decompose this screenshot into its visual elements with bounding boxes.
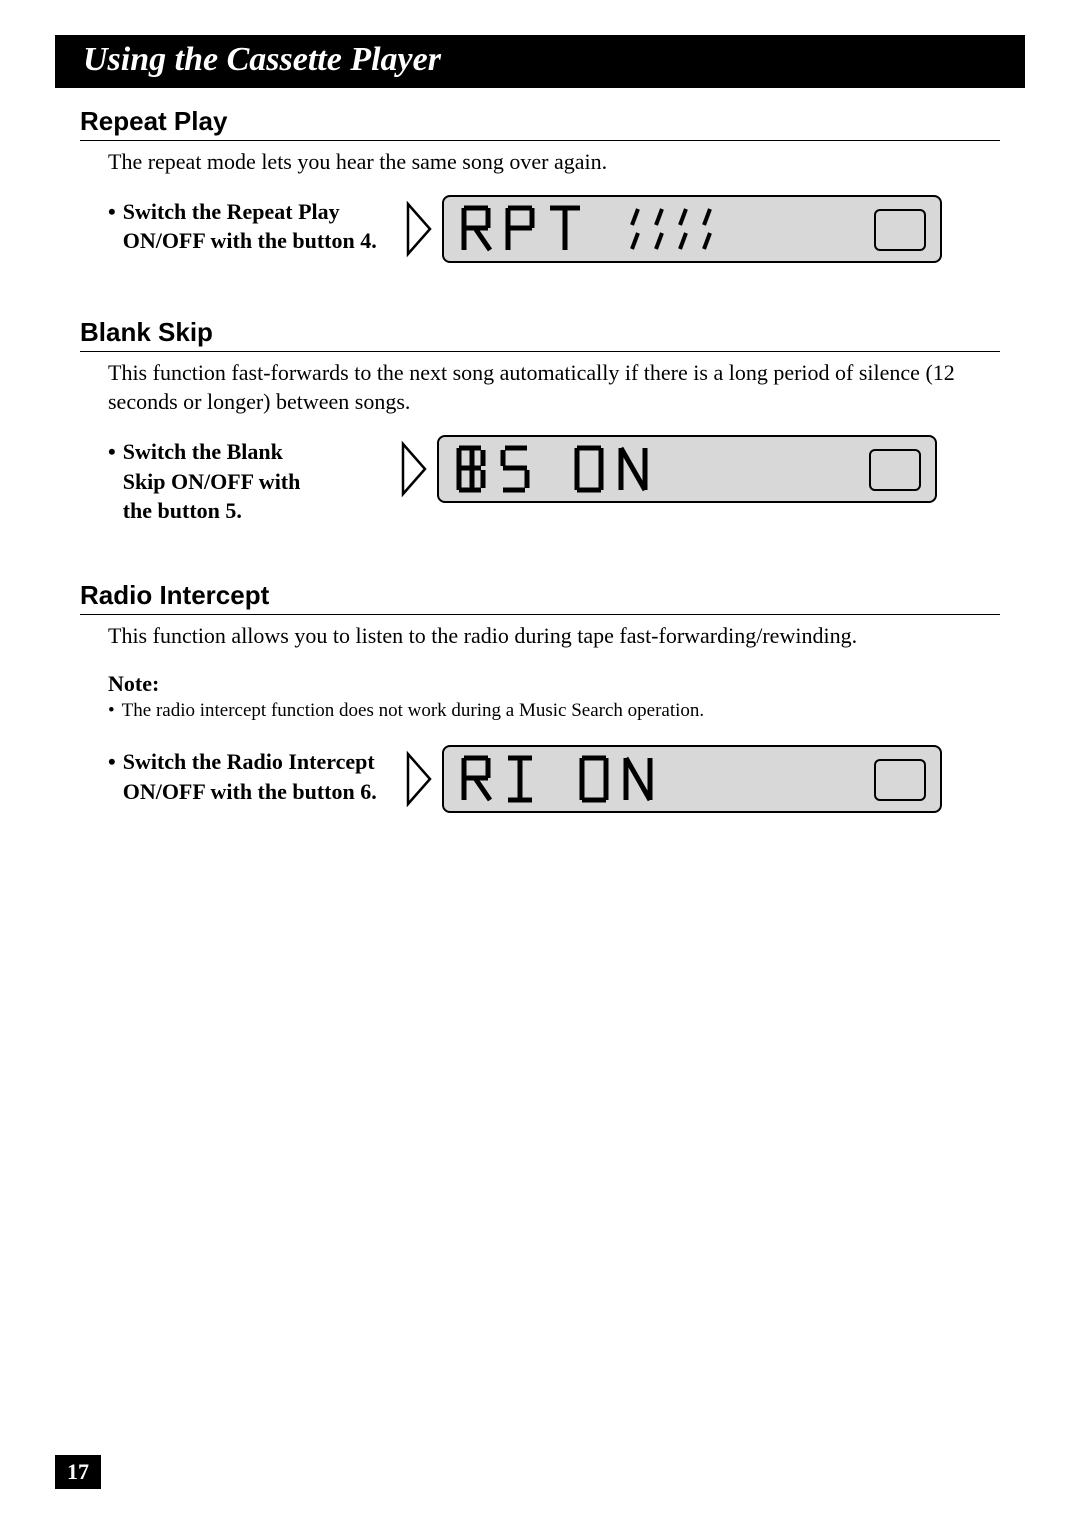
lcd-display-bs	[437, 435, 937, 503]
instruction-text: Switch the Blank Skip ON/OFF with the bu…	[123, 437, 323, 526]
seg-T	[546, 203, 584, 255]
note-label: Note:	[108, 671, 1000, 697]
seg-P	[502, 203, 540, 255]
body-repeat-play: The repeat mode lets you hear the same s…	[80, 147, 1000, 177]
play-arrow-icon	[404, 750, 434, 808]
heading-blank-skip: Blank Skip	[80, 317, 1000, 352]
instruction-row-radio: • Switch the Radio Intercept ON/OFF with…	[80, 747, 1000, 813]
seg-O	[576, 753, 614, 805]
seg-B	[453, 443, 491, 495]
note-block: Note: • The radio intercept function doe…	[80, 671, 1000, 724]
page-title-bar: Using the Cassette Player	[55, 35, 1025, 88]
page-title: Using the Cassette Player	[83, 41, 441, 78]
page-number: 17	[55, 1455, 101, 1489]
lcd-group-bs	[399, 435, 937, 503]
body-blank-skip: This function fast-forwards to the next …	[80, 358, 1000, 417]
heading-radio-intercept: Radio Intercept	[80, 580, 1000, 615]
instruction-blank: • Switch the Blank Skip ON/OFF with the …	[108, 437, 323, 526]
instruction-text: Switch the Repeat Play ON/OFF with the b…	[123, 197, 388, 256]
seg-I	[502, 753, 540, 805]
lcd-group-rpt	[404, 195, 942, 263]
seg-tick	[650, 203, 668, 255]
instruction-radio: • Switch the Radio Intercept ON/OFF with…	[108, 747, 388, 806]
section-blank-skip: Blank Skip This function fast-forwards t…	[80, 317, 1000, 526]
seg-N	[620, 753, 658, 805]
seg-tick	[626, 203, 644, 255]
bullet-icon: •	[108, 747, 123, 806]
cassette-icon	[874, 209, 926, 251]
lcd-display-rpt	[442, 195, 942, 263]
note-text: The radio intercept function does not wo…	[122, 698, 705, 724]
seg-tick	[698, 203, 716, 255]
lcd-group-ri	[404, 745, 942, 813]
section-repeat-play: Repeat Play The repeat mode lets you hea…	[80, 106, 1000, 263]
cassette-icon	[874, 759, 926, 801]
instruction-row-blank: • Switch the Blank Skip ON/OFF with the …	[80, 437, 1000, 526]
bullet-icon: •	[108, 197, 123, 256]
seg-R	[458, 753, 496, 805]
lcd-display-ri	[442, 745, 942, 813]
bullet-icon: •	[108, 698, 122, 724]
instruction-text: Switch the Radio Intercept ON/OFF with t…	[123, 747, 388, 806]
seg-tick	[674, 203, 692, 255]
bullet-icon: •	[108, 437, 123, 526]
page-content: Repeat Play The repeat mode lets you hea…	[55, 106, 1025, 813]
play-arrow-icon	[399, 440, 429, 498]
seg-N	[615, 443, 653, 495]
seg-R	[458, 203, 496, 255]
heading-repeat-play: Repeat Play	[80, 106, 1000, 141]
body-radio-intercept: This function allows you to listen to th…	[80, 621, 1000, 651]
cassette-icon	[869, 449, 921, 491]
seg-S	[497, 443, 535, 495]
instruction-row-repeat: • Switch the Repeat Play ON/OFF with the…	[80, 197, 1000, 263]
seg-O	[571, 443, 609, 495]
instruction-repeat: • Switch the Repeat Play ON/OFF with the…	[108, 197, 388, 256]
section-radio-intercept: Radio Intercept This function allows you…	[80, 580, 1000, 813]
play-arrow-icon	[404, 200, 434, 258]
note-item: • The radio intercept function does not …	[108, 698, 1000, 724]
